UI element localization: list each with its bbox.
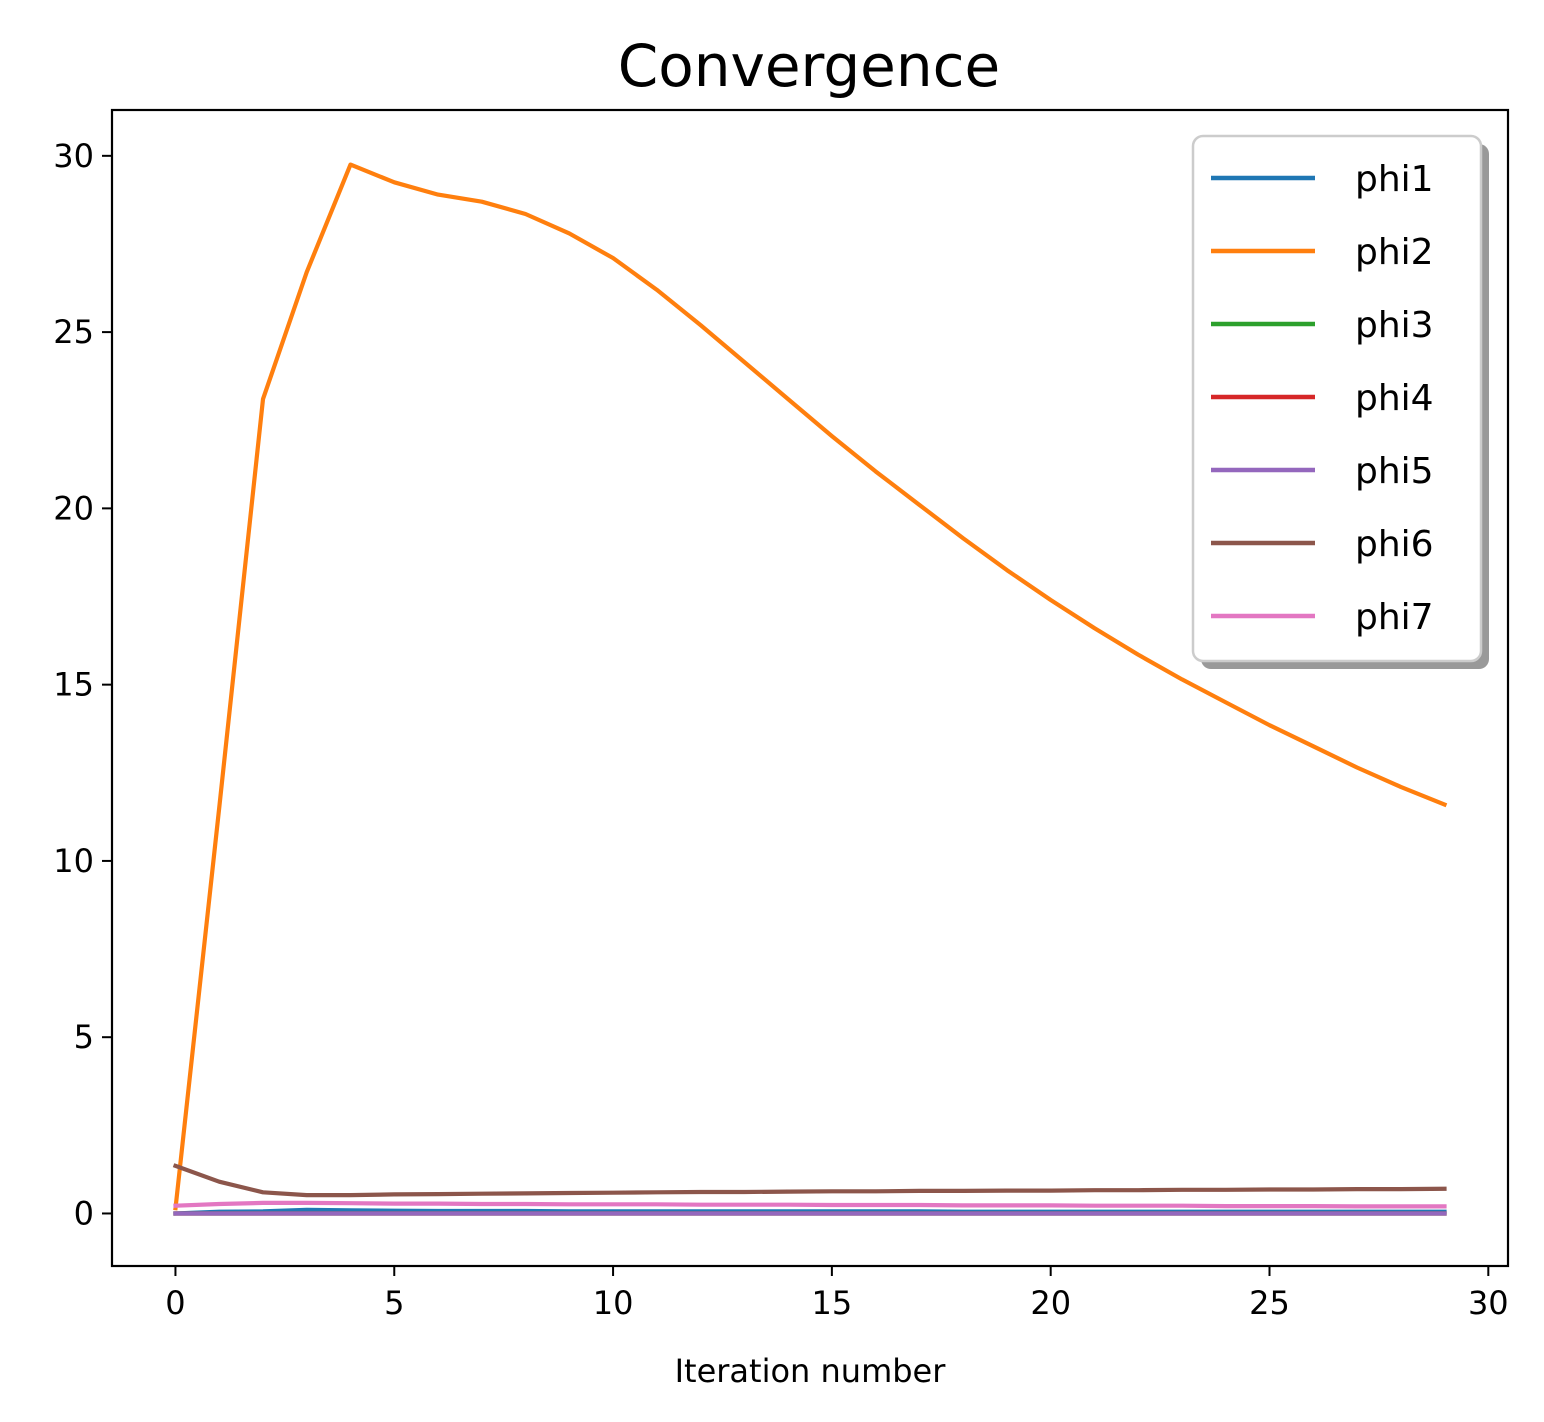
y-tick-label: 25 <box>53 313 94 351</box>
y-tick-label: 15 <box>53 666 94 704</box>
series-line-phi2 <box>173 162 1448 1211</box>
y-tick-label: 30 <box>53 137 94 175</box>
x-tick-label: 10 <box>593 1284 634 1322</box>
legend-label-phi3: phi3 <box>1355 305 1434 346</box>
y-tick-label: 20 <box>53 489 94 527</box>
series-line-phi6 <box>172 1163 1447 1198</box>
x-axis-label: Iteration number <box>675 1352 947 1390</box>
y-axis-ticks: 0 5 10 15 20 25 30 <box>53 137 112 1232</box>
x-tick-label: 15 <box>812 1284 853 1322</box>
legend-label-phi2: phi2 <box>1355 232 1434 273</box>
legend-label-phi4: phi4 <box>1355 378 1434 419</box>
plot-area <box>172 162 1448 1216</box>
legend: phi1 phi2 phi3 phi4 phi5 phi6 phi7 <box>1191 134 1489 669</box>
x-tick-label: 20 <box>1030 1284 1071 1322</box>
y-tick-label: 5 <box>74 1018 94 1056</box>
legend-label-phi7: phi7 <box>1355 597 1434 638</box>
x-tick-label: 0 <box>165 1284 185 1322</box>
chart-title: Convergence <box>618 32 1000 100</box>
legend-box <box>1191 134 1483 663</box>
legend-label-phi1: phi1 <box>1355 159 1434 200</box>
legend-label-phi5: phi5 <box>1355 451 1434 492</box>
y-tick-label: 10 <box>53 842 94 880</box>
legend-label-phi6: phi6 <box>1355 524 1434 565</box>
x-tick-label: 25 <box>1249 1284 1290 1322</box>
y-tick-label: 0 <box>74 1194 94 1232</box>
x-tick-label: 30 <box>1468 1284 1509 1322</box>
axes-frame <box>110 108 1510 1268</box>
x-axis-ticks: 0 5 10 15 20 25 30 <box>165 1266 1509 1322</box>
series-line-phi7 <box>173 1200 1447 1209</box>
x-tick-label: 5 <box>384 1284 404 1322</box>
